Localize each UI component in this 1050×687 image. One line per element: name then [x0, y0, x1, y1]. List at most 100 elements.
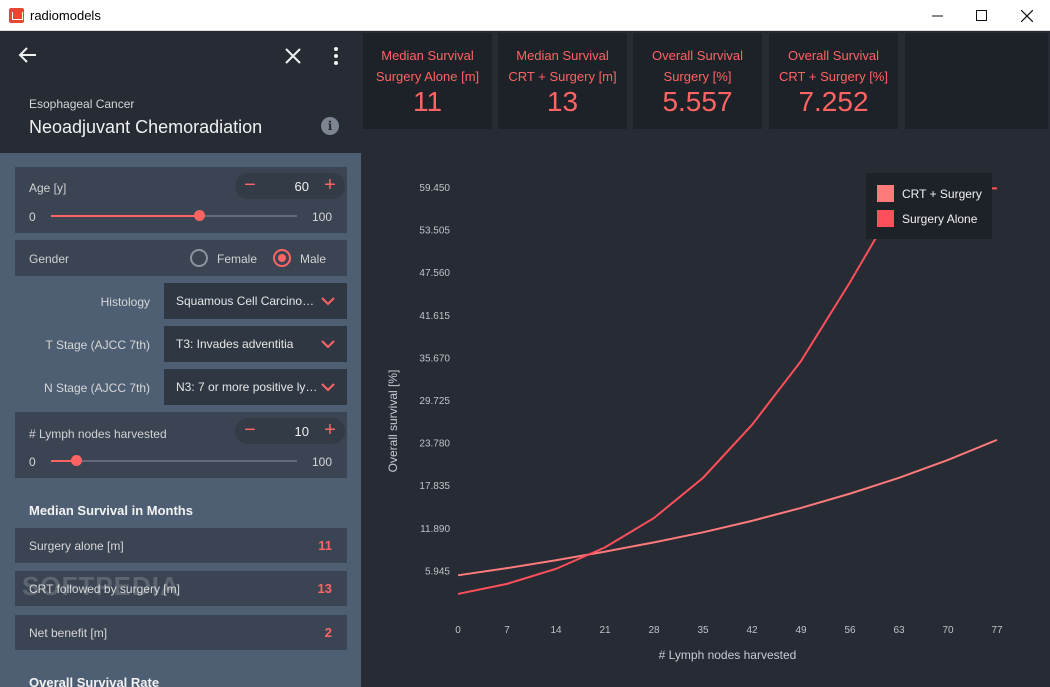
maximize-button[interactable]: [958, 0, 1004, 31]
stat-card-median-surgery: Median Survival Surgery Alone [m] 11: [363, 33, 492, 129]
gender-male-radio[interactable]: [273, 249, 291, 267]
row-value: 2: [324, 625, 332, 640]
close-window-button[interactable]: [1004, 0, 1050, 31]
t-stage-select[interactable]: T3: Invades adventitia: [164, 326, 347, 362]
info-icon[interactable]: i: [321, 117, 339, 135]
n-stage-value: N3: 7 or more positive lymph nodes: [176, 380, 318, 394]
histology-value: Squamous Cell Carcinoma: [176, 294, 318, 308]
age-value: 60: [294, 179, 309, 194]
minimize-button[interactable]: [914, 0, 960, 31]
gender-female-radio[interactable]: [190, 249, 208, 267]
stat-card-overall-crt: Overall Survival CRT + Surgery [%] 7.252: [769, 33, 898, 129]
y-tick-label: 53.505: [419, 226, 450, 237]
x-tick-label: 28: [648, 625, 660, 636]
y-tick-label: 17.835: [419, 481, 450, 492]
main-panel: Median Survival Surgery Alone [m] 11 Med…: [361, 31, 1050, 687]
row-label: Net benefit [m]: [29, 626, 108, 640]
close-icon[interactable]: [282, 45, 304, 67]
back-arrow-icon[interactable]: [16, 43, 40, 67]
age-card: Age [y] − 60 + 0 100: [15, 167, 347, 233]
row-label: Surgery alone [m]: [29, 539, 124, 553]
y-tick-label: 35.670: [419, 353, 450, 364]
crt-surgery-row: CRT followed by surgery [m] 13: [15, 571, 347, 606]
model-category: Esophageal Cancer: [29, 97, 135, 111]
x-tick-label: 63: [893, 625, 905, 636]
age-stepper[interactable]: − 60 +: [235, 173, 345, 199]
x-tick-label: 70: [942, 625, 954, 636]
row-label: CRT followed by surgery [m]: [29, 582, 180, 596]
lymph-label: # Lymph nodes harvested: [29, 427, 167, 441]
y-tick-label: 59.450: [419, 183, 450, 194]
lymph-min: 0: [29, 455, 36, 469]
lymph-slider-thumb[interactable]: [70, 455, 82, 466]
x-tick-label: 7: [504, 625, 510, 636]
lymph-stepper[interactable]: − 10 +: [235, 418, 345, 444]
lymph-max: 100: [312, 455, 333, 469]
stat-card-empty: [905, 33, 1048, 129]
more-vert-icon[interactable]: [328, 45, 344, 67]
histology-label: Histology: [100, 295, 150, 309]
row-value: 13: [317, 581, 332, 596]
x-tick-label: 56: [844, 625, 856, 636]
median-survival-heading: Median Survival in Months: [29, 503, 193, 518]
overall-survival-heading: Overall Survival Rate: [29, 675, 160, 687]
x-tick-label: 77: [991, 625, 1003, 636]
y-tick-label: 29.725: [419, 396, 450, 407]
age-min: 0: [29, 210, 36, 224]
gender-card: Gender Female Male: [15, 240, 347, 276]
histology-select[interactable]: Squamous Cell Carcinoma: [164, 283, 347, 319]
x-tick-label: 49: [795, 625, 807, 636]
stat-value: 5.557: [662, 86, 733, 117]
stat-subtitle: Surgery [%]: [663, 69, 732, 84]
stat-value: 11: [412, 86, 443, 117]
gender-male-label: Male: [300, 252, 327, 266]
age-slider-thumb[interactable]: [193, 210, 205, 221]
gender-female-label: Female: [217, 252, 258, 266]
net-benefit-row: Net benefit [m] 2: [15, 615, 347, 650]
stat-value: 7.252: [798, 86, 869, 117]
minus-icon[interactable]: −: [244, 419, 256, 441]
stat-title: Median Survival: [516, 48, 609, 63]
x-tick-label: 14: [550, 625, 562, 636]
series-line-crt-surgery: [457, 438, 998, 577]
lymph-slider-track[interactable]: [51, 460, 297, 462]
stat-title: Median Survival: [381, 48, 474, 63]
plus-icon[interactable]: +: [324, 419, 336, 441]
gender-label: Gender: [29, 252, 70, 266]
y-tick-label: 23.780: [419, 439, 450, 450]
stat-title: Overall Survival: [787, 48, 880, 63]
survival-chart: 5.945 11.890 17.835 23.780 29.725 35.670 41.61…: [386, 173, 1003, 662]
chevron-down-icon: [321, 340, 335, 349]
x-tick-label: 21: [599, 625, 611, 636]
plus-icon[interactable]: +: [324, 174, 336, 196]
surgery-alone-row: Surgery alone [m] 11: [15, 528, 347, 563]
app-icon: [9, 8, 24, 23]
stat-subtitle: Surgery Alone [m]: [375, 69, 480, 84]
row-value: 11: [318, 538, 332, 553]
lymph-value: 10: [294, 424, 309, 439]
age-max: 100: [312, 210, 333, 224]
window-title: radiomodels: [30, 8, 101, 23]
stat-subtitle: CRT + Surgery [m]: [508, 69, 617, 84]
stat-value: 13: [546, 86, 579, 117]
maximize-icon: [975, 10, 987, 21]
sidebar-header: Esophageal Cancer Neoadjuvant Chemoradia…: [0, 31, 361, 153]
x-axis-title: # Lymph nodes harvested: [659, 648, 797, 662]
n-stage-select[interactable]: N3: 7 or more positive lymph nodes: [164, 369, 347, 405]
lymph-slider-fill: [51, 460, 76, 462]
t-stage-value: T3: Invades adventitia: [176, 337, 294, 351]
chevron-down-icon: [321, 297, 335, 306]
chevron-down-icon: [321, 383, 335, 392]
y-tick-label: 11.890: [420, 524, 450, 535]
sidebar: Esophageal Cancer Neoadjuvant Chemoradia…: [0, 31, 361, 687]
x-tick-label: 42: [746, 625, 758, 636]
minimize-icon: [931, 15, 943, 17]
stat-title: Overall Survival: [651, 48, 744, 63]
stat-card-overall-surgery: Overall Survival Surgery [%] 5.557: [633, 33, 762, 129]
legend-label: Surgery Alone: [902, 212, 978, 226]
minus-icon[interactable]: −: [244, 174, 256, 196]
legend-label: CRT + Surgery: [902, 187, 982, 201]
age-slider-fill: [51, 215, 199, 217]
series-line-surgery-alone: [457, 186, 998, 595]
legend-box: [866, 173, 992, 239]
